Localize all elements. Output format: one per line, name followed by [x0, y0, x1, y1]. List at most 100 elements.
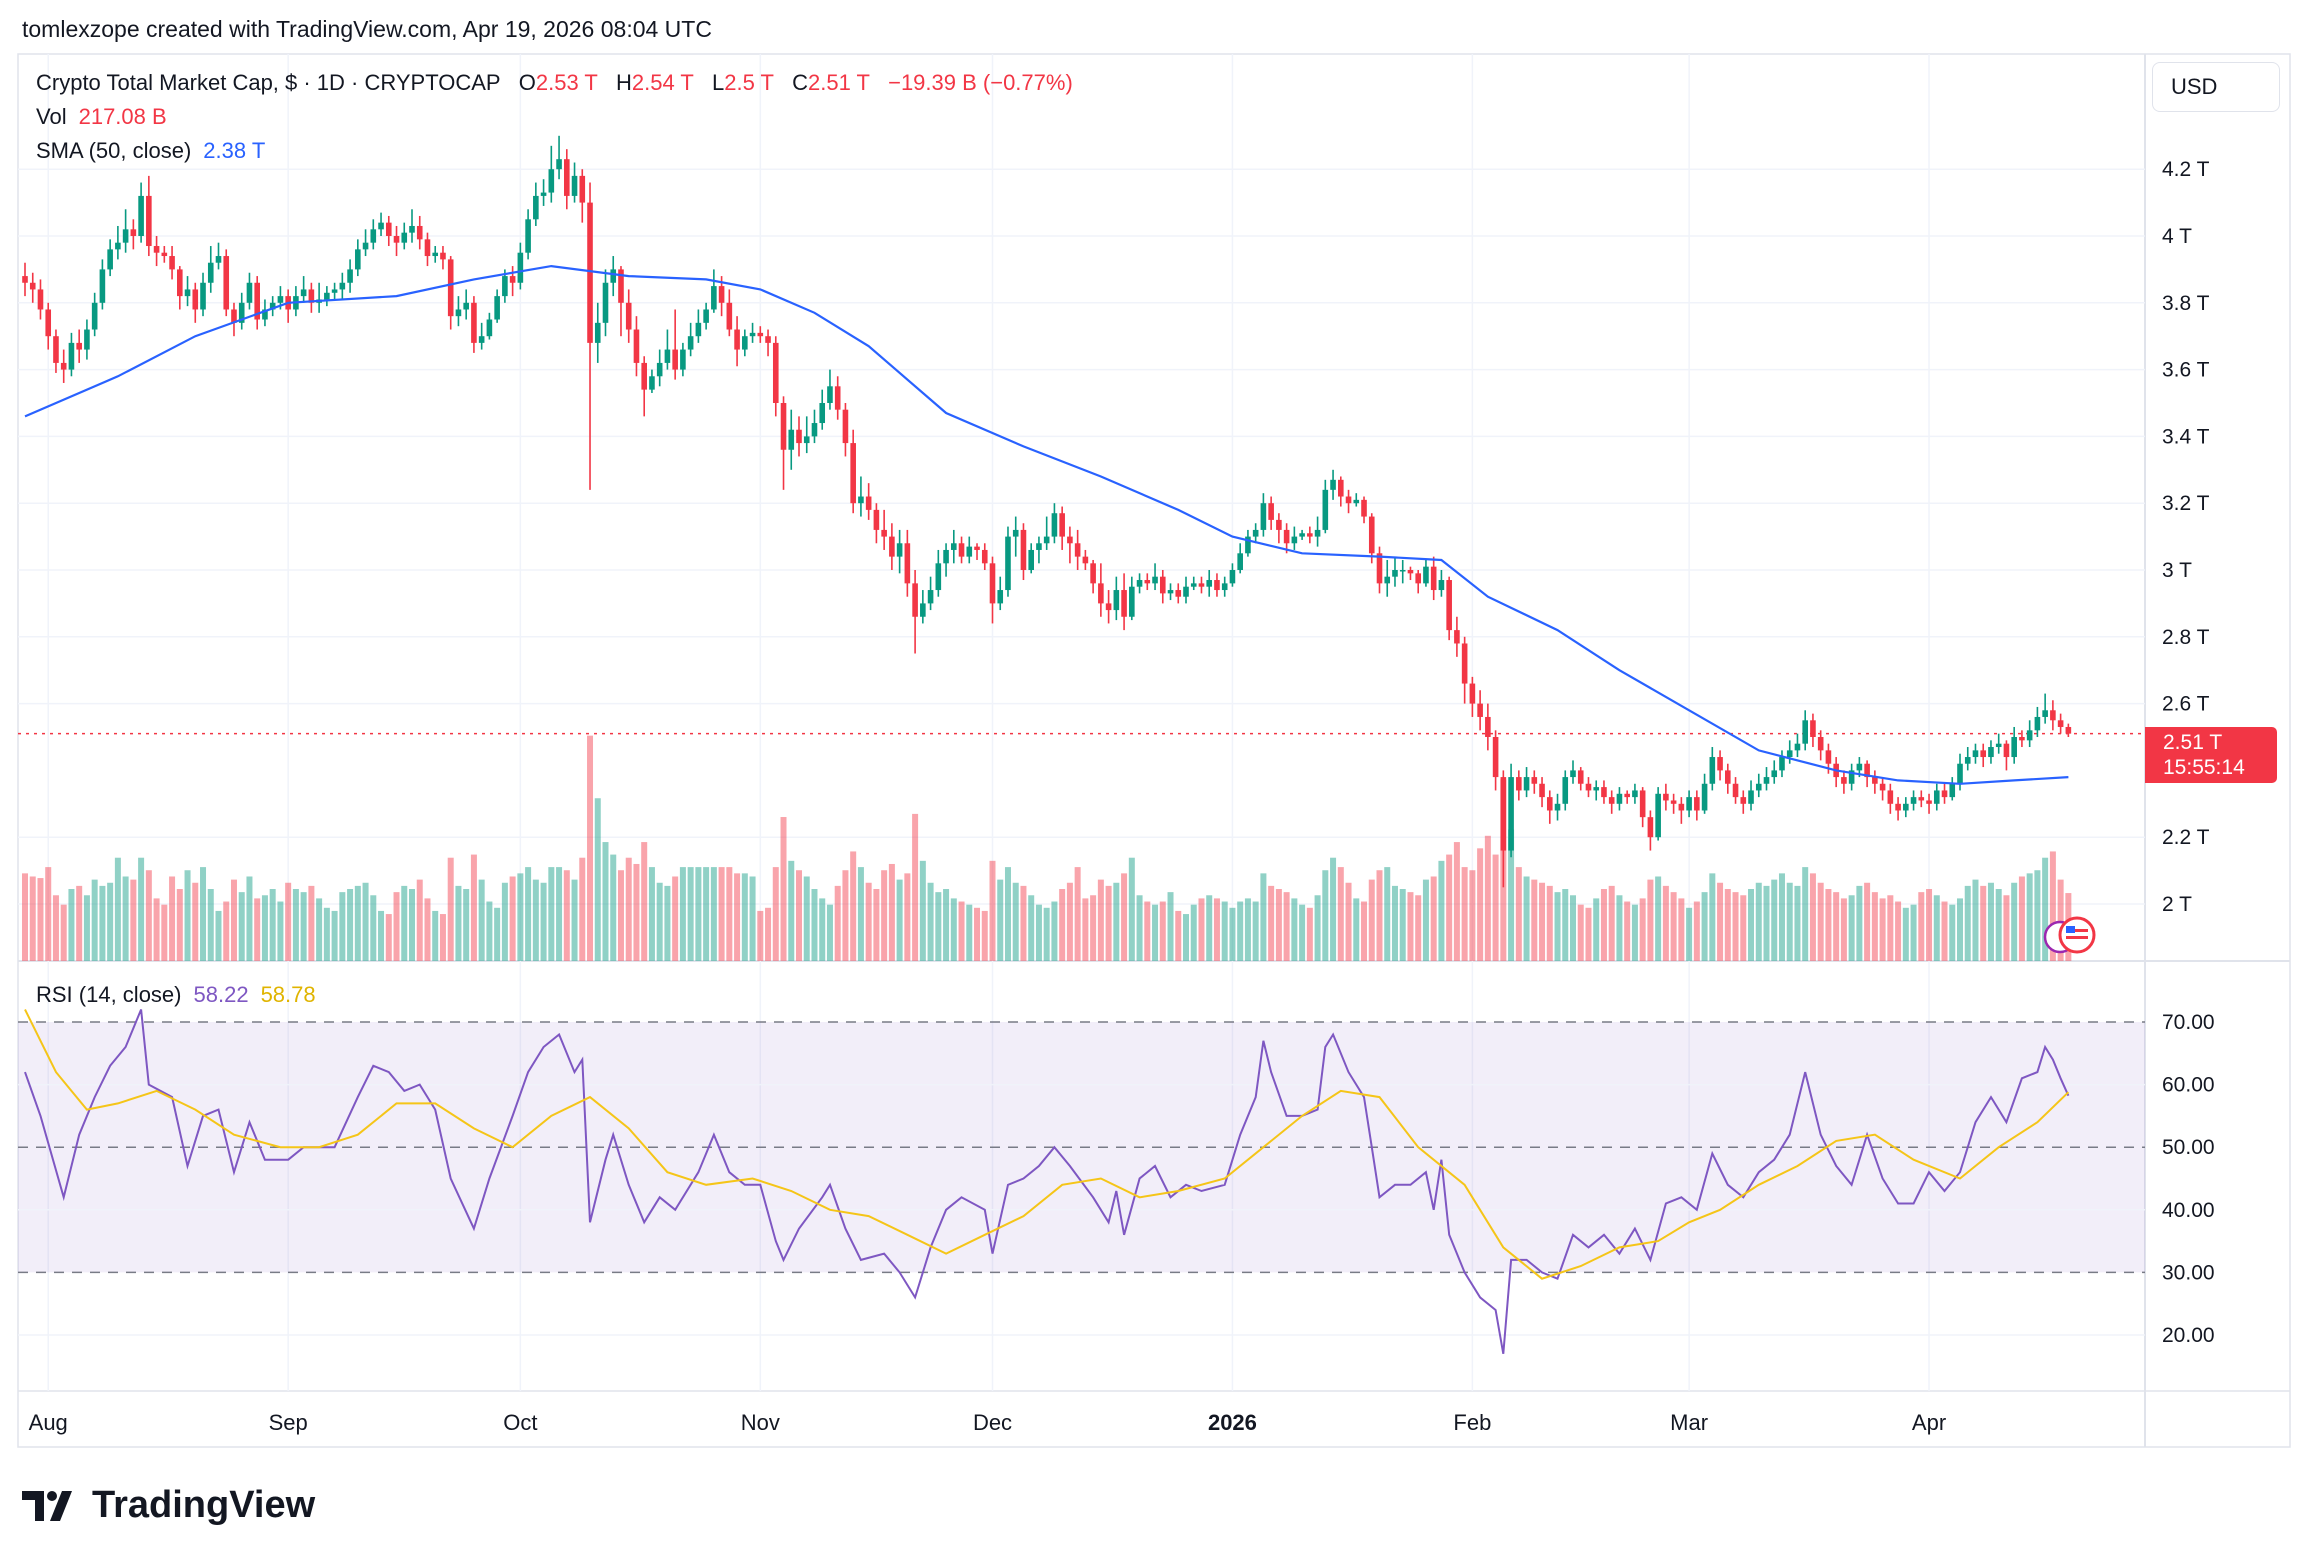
- candle: [1794, 733, 1801, 758]
- candle: [1159, 570, 1166, 604]
- candle-body: [765, 336, 771, 343]
- candle: [1144, 573, 1151, 591]
- candle: [107, 239, 113, 277]
- candle: [138, 182, 144, 243]
- volume-bar: [1987, 882, 1994, 961]
- volume-bar: [68, 889, 75, 961]
- volume-bar: [1198, 898, 1205, 961]
- volume-bar: [238, 892, 245, 961]
- candle-body: [385, 222, 392, 236]
- price-axis-label: 2 T: [2162, 893, 2192, 916]
- candle-body: [463, 302, 469, 310]
- volume-bar: [989, 860, 996, 961]
- volume-bar: [1639, 898, 1646, 961]
- candle: [904, 529, 911, 597]
- candle: [1701, 773, 1708, 814]
- price-axis-label: 2.6 T: [2162, 693, 2210, 716]
- volume-bar: [501, 882, 508, 961]
- candle: [1546, 790, 1553, 824]
- candle-body: [355, 249, 361, 270]
- volume-bar: [83, 895, 90, 961]
- volume-bar: [1361, 901, 1368, 961]
- volume-bar: [2057, 879, 2064, 961]
- sma-legend: SMA (50, close) 2.38 T: [36, 138, 265, 164]
- candle-body: [362, 242, 369, 250]
- candle-body: [1454, 630, 1460, 644]
- volume-bar: [292, 889, 299, 961]
- candle-body: [649, 376, 655, 390]
- candle: [215, 242, 222, 270]
- candle-body: [1995, 743, 2002, 748]
- candle: [2011, 726, 2017, 764]
- candle-body: [2042, 710, 2048, 717]
- candle: [1338, 476, 1344, 507]
- candle-body: [1345, 496, 1352, 504]
- volume-bar: [1748, 889, 1755, 961]
- price-axis-label: 3 T: [2162, 559, 2192, 582]
- volume-bar: [2049, 851, 2056, 961]
- candle: [254, 276, 260, 330]
- candle-body: [858, 496, 864, 504]
- candle: [308, 282, 315, 313]
- sma-label[interactable]: SMA (50, close): [36, 138, 192, 163]
- candle: [865, 483, 872, 520]
- candle: [401, 222, 408, 250]
- volume-bar: [463, 889, 470, 961]
- candle-body: [1028, 549, 1034, 570]
- candle-body: [1655, 793, 1661, 838]
- candle-body: [889, 536, 895, 557]
- volume-bar: [1631, 904, 1638, 961]
- candle-body: [1701, 783, 1708, 811]
- candle-body: [1307, 533, 1313, 537]
- candle-body: [1957, 763, 1963, 784]
- candle: [803, 416, 810, 454]
- volume-bar: [1980, 885, 1987, 961]
- volume-bar: [1910, 904, 1917, 961]
- candle: [1771, 760, 1778, 784]
- volume-bar: [1206, 895, 1213, 961]
- currency-button[interactable]: USD: [2152, 62, 2280, 112]
- volume-bar: [672, 876, 679, 961]
- volume-bar: [184, 870, 191, 961]
- candle-body: [22, 276, 28, 283]
- candle: [1198, 576, 1205, 594]
- volume-label[interactable]: Vol: [36, 104, 67, 129]
- volume-bar: [842, 870, 849, 961]
- candle-body: [1167, 590, 1174, 594]
- volume-bar: [726, 867, 733, 961]
- candle-body: [393, 236, 400, 243]
- volume-bar: [1438, 860, 1445, 961]
- volume-bar: [587, 735, 594, 961]
- volume-bar: [1446, 854, 1453, 961]
- candle-body: [672, 349, 678, 370]
- candle-body: [1477, 703, 1483, 717]
- candle-body: [1299, 533, 1305, 537]
- volume-bar: [1964, 885, 1971, 961]
- candle: [1415, 570, 1421, 594]
- volume-bar: [91, 879, 98, 961]
- symbol-title[interactable]: Crypto Total Market Cap, $ · 1D · CRYPTO…: [36, 70, 501, 95]
- rsi-label[interactable]: RSI (14, close): [36, 982, 182, 1007]
- candle-body: [1887, 790, 1894, 804]
- candle: [1307, 526, 1313, 544]
- candle-body: [1740, 797, 1747, 804]
- candle-body: [1384, 576, 1391, 584]
- candle-body: [571, 175, 578, 196]
- volume-bar: [1926, 889, 1933, 961]
- candle: [1678, 797, 1685, 824]
- candle-body: [1252, 529, 1259, 537]
- candle: [579, 169, 586, 223]
- volume-bar: [1701, 892, 1708, 961]
- volume-bar: [424, 898, 431, 961]
- volume-bar: [1825, 889, 1832, 961]
- candle-body: [486, 319, 493, 337]
- candle-body: [695, 322, 702, 337]
- candle: [1516, 770, 1522, 801]
- volume-bar: [1817, 882, 1824, 961]
- economic-events-badge[interactable]: [2043, 916, 2096, 954]
- tradingview-logo[interactable]: TradingView: [22, 1484, 315, 1527]
- candle: [564, 149, 570, 210]
- candle-body: [339, 282, 346, 290]
- volume-bar: [285, 882, 292, 961]
